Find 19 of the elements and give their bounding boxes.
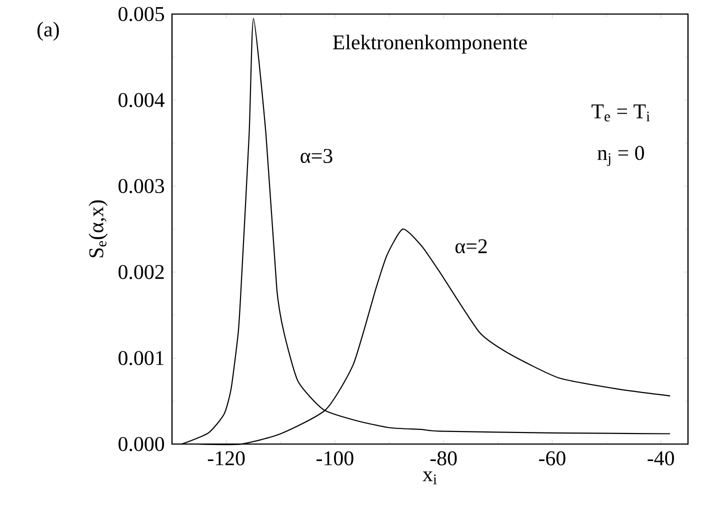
x-tick-label: -60 <box>539 451 566 466</box>
x-tick-label: -120 <box>208 451 245 466</box>
x-axis-title: x$_{i}$ <box>422 471 437 484</box>
x-tick-label: -80 <box>430 451 457 466</box>
y-tick-label: 0.003 <box>118 178 164 194</box>
x-tick-label: -100 <box>316 451 354 466</box>
annotation: n$_{j}$ = 0 <box>598 146 644 166</box>
y-tick-label: 0.000 <box>118 436 164 452</box>
annotation: T$_{e}$ = T$_{i}$ <box>592 104 650 122</box>
annotation: Elektronenkomponente <box>333 34 527 54</box>
y-tick-label: 0.002 <box>118 264 164 280</box>
annotation: α=3 <box>300 148 332 163</box>
y-axis-title: S$_{e}$(α,x) <box>88 200 108 258</box>
y-tick-label: 0.001 <box>118 350 164 366</box>
text: (a) <box>37 22 59 41</box>
y-tick-label: 0.004 <box>118 92 165 108</box>
annotation: α=2 <box>455 239 487 254</box>
x-tick-label: -40 <box>648 451 674 466</box>
y-tick-label: 0.005 <box>118 6 164 22</box>
